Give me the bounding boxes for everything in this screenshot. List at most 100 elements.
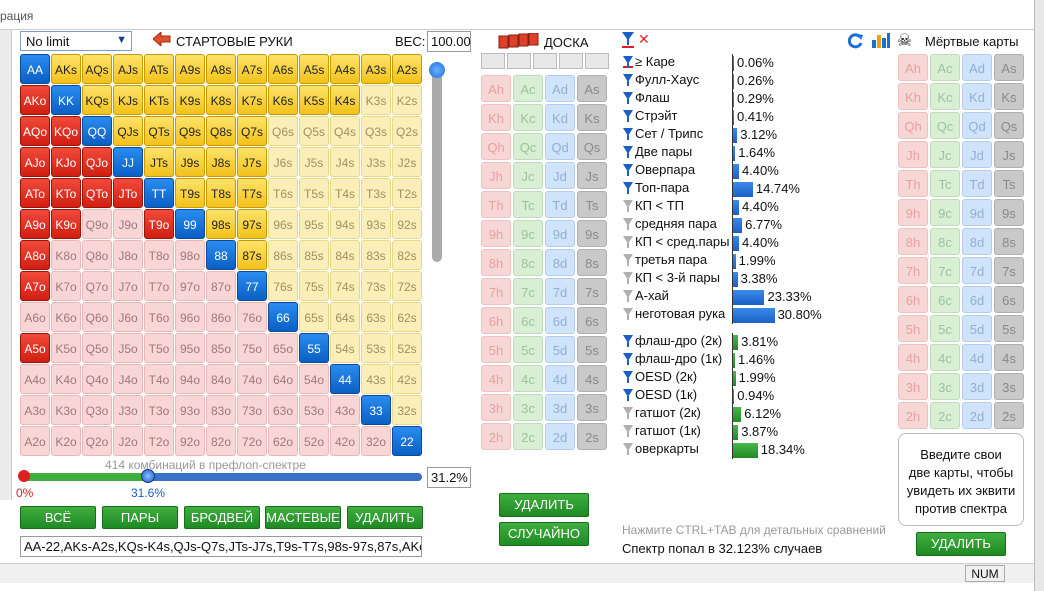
board-card-Kc[interactable]: Kc bbox=[513, 104, 543, 131]
hand-cell-K2s[interactable]: K2s bbox=[392, 85, 422, 115]
hand-cell-82s[interactable]: 82s bbox=[392, 240, 422, 270]
board-card-6h[interactable]: 6h bbox=[481, 307, 511, 334]
dead-card-9s[interactable]: 9s bbox=[994, 199, 1024, 226]
hand-cell-A9s[interactable]: A9s bbox=[175, 54, 205, 84]
hand-cell-83s[interactable]: 83s bbox=[361, 240, 391, 270]
hand-cell-84o[interactable]: 84o bbox=[206, 364, 236, 394]
hand-cell-J4s[interactable]: J4s bbox=[330, 147, 360, 177]
hand-cell-54s[interactable]: 54s bbox=[330, 333, 360, 363]
hand-cell-Q4s[interactable]: Q4s bbox=[330, 116, 360, 146]
hand-cell-T6s[interactable]: T6s bbox=[268, 178, 298, 208]
hand-cell-J9s[interactable]: J9s bbox=[175, 147, 205, 177]
hand-cell-A6o[interactable]: A6o bbox=[20, 302, 50, 332]
dead-card-Qs[interactable]: Qs bbox=[994, 112, 1024, 139]
filter-icon[interactable] bbox=[623, 425, 633, 437]
made-hand-row-6[interactable]: Оверпара 4.40% bbox=[623, 162, 893, 180]
hand-cell-83o[interactable]: 83o bbox=[206, 395, 236, 425]
hand-cell-J3s[interactable]: J3s bbox=[361, 147, 391, 177]
board-slot-1[interactable] bbox=[481, 53, 505, 69]
hand-cell-T9o[interactable]: T9o bbox=[144, 209, 174, 239]
hand-cell-Q8o[interactable]: Q8o bbox=[82, 240, 112, 270]
board-card-2d[interactable]: 2d bbox=[545, 423, 575, 450]
dead-card-Ad[interactable]: Ad bbox=[962, 54, 992, 81]
dead-card-Kh[interactable]: Kh bbox=[898, 83, 928, 110]
board-slot-2[interactable] bbox=[507, 53, 531, 69]
broadway-button[interactable]: БРОДВЕЙ bbox=[184, 506, 260, 529]
hand-cell-K8s[interactable]: K8s bbox=[206, 85, 236, 115]
board-card-5s[interactable]: 5s bbox=[577, 336, 607, 363]
hand-cell-K8o[interactable]: K8o bbox=[51, 240, 81, 270]
dead-card-Kd[interactable]: Kd bbox=[962, 83, 992, 110]
hand-cell-42o[interactable]: 42o bbox=[330, 426, 360, 456]
hand-cell-K9s[interactable]: K9s bbox=[175, 85, 205, 115]
dead-card-Ts[interactable]: Ts bbox=[994, 170, 1024, 197]
hand-cell-K2o[interactable]: K2o bbox=[51, 426, 81, 456]
hand-cell-52s[interactable]: 52s bbox=[392, 333, 422, 363]
hand-cell-94s[interactable]: 94s bbox=[330, 209, 360, 239]
hand-cell-85s[interactable]: 85s bbox=[299, 240, 329, 270]
hand-cell-75s[interactable]: 75s bbox=[299, 271, 329, 301]
weight-scroll-track[interactable] bbox=[432, 62, 442, 262]
hand-cell-K7s[interactable]: K7s bbox=[237, 85, 267, 115]
hand-cell-52o[interactable]: 52o bbox=[299, 426, 329, 456]
hand-cell-J8s[interactable]: J8s bbox=[206, 147, 236, 177]
hand-cell-J5o[interactable]: J5o bbox=[113, 333, 143, 363]
dead-card-5h[interactable]: 5h bbox=[898, 315, 928, 342]
clear-filter-icon[interactable]: ✕ bbox=[638, 31, 650, 47]
dead-card-Jc[interactable]: Jc bbox=[930, 141, 960, 168]
hand-cell-J6o[interactable]: J6o bbox=[113, 302, 143, 332]
board-slot-5[interactable] bbox=[585, 53, 609, 69]
dead-card-7d[interactable]: 7d bbox=[962, 257, 992, 284]
hand-cell-QTs[interactable]: QTs bbox=[144, 116, 174, 146]
hand-cell-K6s[interactable]: K6s bbox=[268, 85, 298, 115]
filter-icon[interactable] bbox=[623, 200, 633, 212]
board-card-3d[interactable]: 3d bbox=[545, 394, 575, 421]
hand-cell-Q9s[interactable]: Q9s bbox=[175, 116, 205, 146]
hand-cell-KQo[interactable]: KQo bbox=[51, 116, 81, 146]
hand-cell-22[interactable]: 22 bbox=[392, 426, 422, 456]
hand-cell-T5s[interactable]: T5s bbox=[299, 178, 329, 208]
dead-card-6d[interactable]: 6d bbox=[962, 286, 992, 313]
hand-cell-J9o[interactable]: J9o bbox=[113, 209, 143, 239]
hand-cell-KJs[interactable]: KJs bbox=[113, 85, 143, 115]
pairs-button[interactable]: ПАРЫ bbox=[102, 506, 178, 529]
hand-cell-53o[interactable]: 53o bbox=[299, 395, 329, 425]
board-card-2c[interactable]: 2c bbox=[513, 423, 543, 450]
hand-cell-J7o[interactable]: J7o bbox=[113, 271, 143, 301]
filter-icon[interactable] bbox=[623, 92, 633, 104]
dead-card-Tc[interactable]: Tc bbox=[930, 170, 960, 197]
dead-card-Ac[interactable]: Ac bbox=[930, 54, 960, 81]
dead-card-3h[interactable]: 3h bbox=[898, 373, 928, 400]
hand-cell-76o[interactable]: 76o bbox=[237, 302, 267, 332]
dead-card-Td[interactable]: Td bbox=[962, 170, 992, 197]
select-all-button[interactable]: ВСЁ bbox=[20, 506, 96, 529]
hand-cell-Q2o[interactable]: Q2o bbox=[82, 426, 112, 456]
board-card-Jc[interactable]: Jc bbox=[513, 162, 543, 189]
made-hand-row-14[interactable]: неготовая рука 30.80% bbox=[623, 306, 893, 324]
hand-cell-K9o[interactable]: K9o bbox=[51, 209, 81, 239]
dead-card-4h[interactable]: 4h bbox=[898, 344, 928, 371]
hand-cell-86s[interactable]: 86s bbox=[268, 240, 298, 270]
hand-cell-A5o[interactable]: A5o bbox=[20, 333, 50, 363]
hand-cell-86o[interactable]: 86o bbox=[206, 302, 236, 332]
board-card-3c[interactable]: 3c bbox=[513, 394, 543, 421]
draw-row-1[interactable]: флаш-дро (1к) 1.46% bbox=[623, 351, 893, 369]
hand-cell-KTs[interactable]: KTs bbox=[144, 85, 174, 115]
hand-cell-73o[interactable]: 73o bbox=[237, 395, 267, 425]
hand-cell-QJs[interactable]: QJs bbox=[113, 116, 143, 146]
filter-icon[interactable] bbox=[623, 308, 633, 320]
hand-cell-QTo[interactable]: QTo bbox=[82, 178, 112, 208]
hand-cell-J2s[interactable]: J2s bbox=[392, 147, 422, 177]
filter-icon[interactable] bbox=[623, 353, 633, 365]
board-slot-4[interactable] bbox=[559, 53, 583, 69]
hand-cell-K4o[interactable]: K4o bbox=[51, 364, 81, 394]
hand-cell-72o[interactable]: 72o bbox=[237, 426, 267, 456]
board-card-8c[interactable]: 8c bbox=[513, 249, 543, 276]
hand-cell-J2o[interactable]: J2o bbox=[113, 426, 143, 456]
board-card-As[interactable]: As bbox=[577, 75, 607, 102]
hand-cell-A3s[interactable]: A3s bbox=[361, 54, 391, 84]
hand-cell-T9s[interactable]: T9s bbox=[175, 178, 205, 208]
board-card-3s[interactable]: 3s bbox=[577, 394, 607, 421]
hand-cell-42s[interactable]: 42s bbox=[392, 364, 422, 394]
filter-icon[interactable] bbox=[623, 236, 633, 248]
